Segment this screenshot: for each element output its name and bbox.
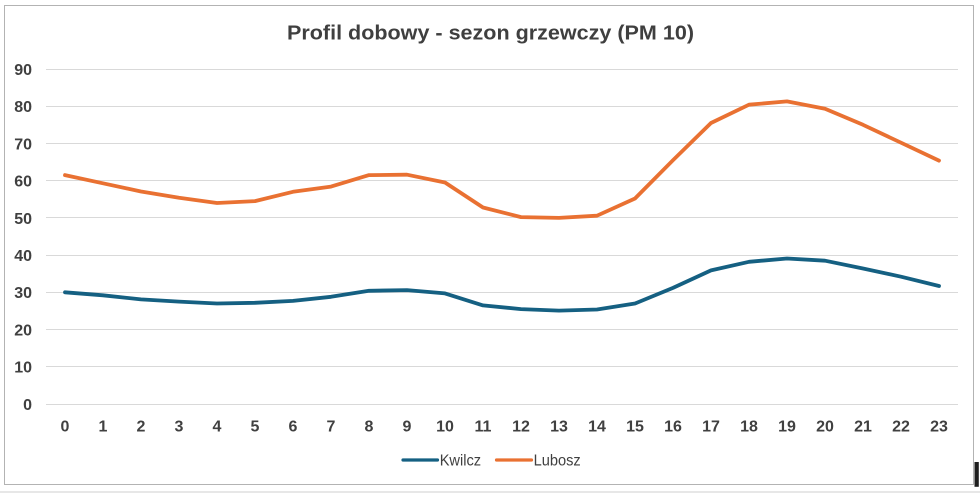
svg-text:20: 20 (816, 418, 834, 435)
svg-text:70: 70 (14, 136, 32, 153)
svg-text:40: 40 (14, 248, 32, 265)
svg-text:9: 9 (403, 418, 412, 435)
svg-text:12: 12 (512, 418, 530, 435)
svg-text:15: 15 (626, 418, 644, 435)
svg-text:17: 17 (702, 418, 720, 435)
svg-text:5: 5 (251, 418, 260, 435)
svg-text:Lubosz: Lubosz (534, 452, 581, 469)
svg-text:2: 2 (137, 418, 146, 435)
svg-text:8: 8 (365, 418, 374, 435)
svg-text:13: 13 (550, 418, 568, 435)
svg-text:21: 21 (854, 418, 872, 435)
svg-text:0: 0 (23, 397, 32, 414)
svg-text:20: 20 (14, 323, 32, 340)
svg-text:30: 30 (14, 285, 32, 302)
svg-text:3: 3 (175, 418, 184, 435)
svg-text:1: 1 (99, 418, 108, 435)
svg-text:80: 80 (14, 99, 32, 116)
svg-text:50: 50 (14, 211, 32, 228)
svg-text:11: 11 (475, 418, 492, 435)
svg-text:23: 23 (930, 418, 948, 435)
svg-text:16: 16 (664, 418, 682, 435)
svg-text:60: 60 (14, 174, 32, 191)
svg-text:Profil dobowy - sezon grzewczy: Profil dobowy - sezon grzewczy (PM 10) (287, 23, 694, 45)
svg-text:22: 22 (892, 418, 910, 435)
svg-text:19: 19 (778, 418, 796, 435)
svg-text:7: 7 (327, 418, 336, 435)
svg-text:14: 14 (588, 418, 606, 435)
svg-text:90: 90 (14, 62, 32, 79)
svg-text:18: 18 (740, 418, 758, 435)
svg-text:6: 6 (289, 418, 298, 435)
svg-text:Kwilcz: Kwilcz (440, 452, 481, 469)
svg-text:0: 0 (61, 418, 70, 435)
svg-text:4: 4 (213, 418, 222, 435)
svg-text:10: 10 (14, 360, 32, 377)
svg-text:10: 10 (436, 418, 454, 435)
